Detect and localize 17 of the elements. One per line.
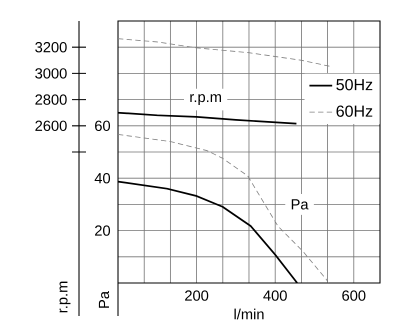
y2-tick-label: 3000 <box>35 68 67 79</box>
annotation: r.p.m <box>190 94 221 106</box>
y-axis-title: Pa <box>98 291 110 308</box>
x-tick-label: 400 <box>263 290 287 301</box>
y2-tick-label: 2600 <box>35 120 67 131</box>
x-tick-label: 200 <box>185 290 208 301</box>
y2-tick-label: 3200 <box>35 42 67 52</box>
legend-label: 50Hz <box>336 79 372 90</box>
x-tick-label: 600 <box>342 290 366 301</box>
y-tick-label: 40 <box>94 173 110 184</box>
y2-tick-label: 2800 <box>35 94 67 105</box>
y2-axis-title: r.p.m <box>60 282 70 312</box>
y-tick-label: 20 <box>95 225 110 236</box>
x-axis-title: l/min <box>234 308 264 320</box>
y-tick-label: 60 <box>95 120 110 131</box>
legend-label: 60Hz <box>336 106 372 117</box>
annotation: Pa <box>292 199 309 210</box>
